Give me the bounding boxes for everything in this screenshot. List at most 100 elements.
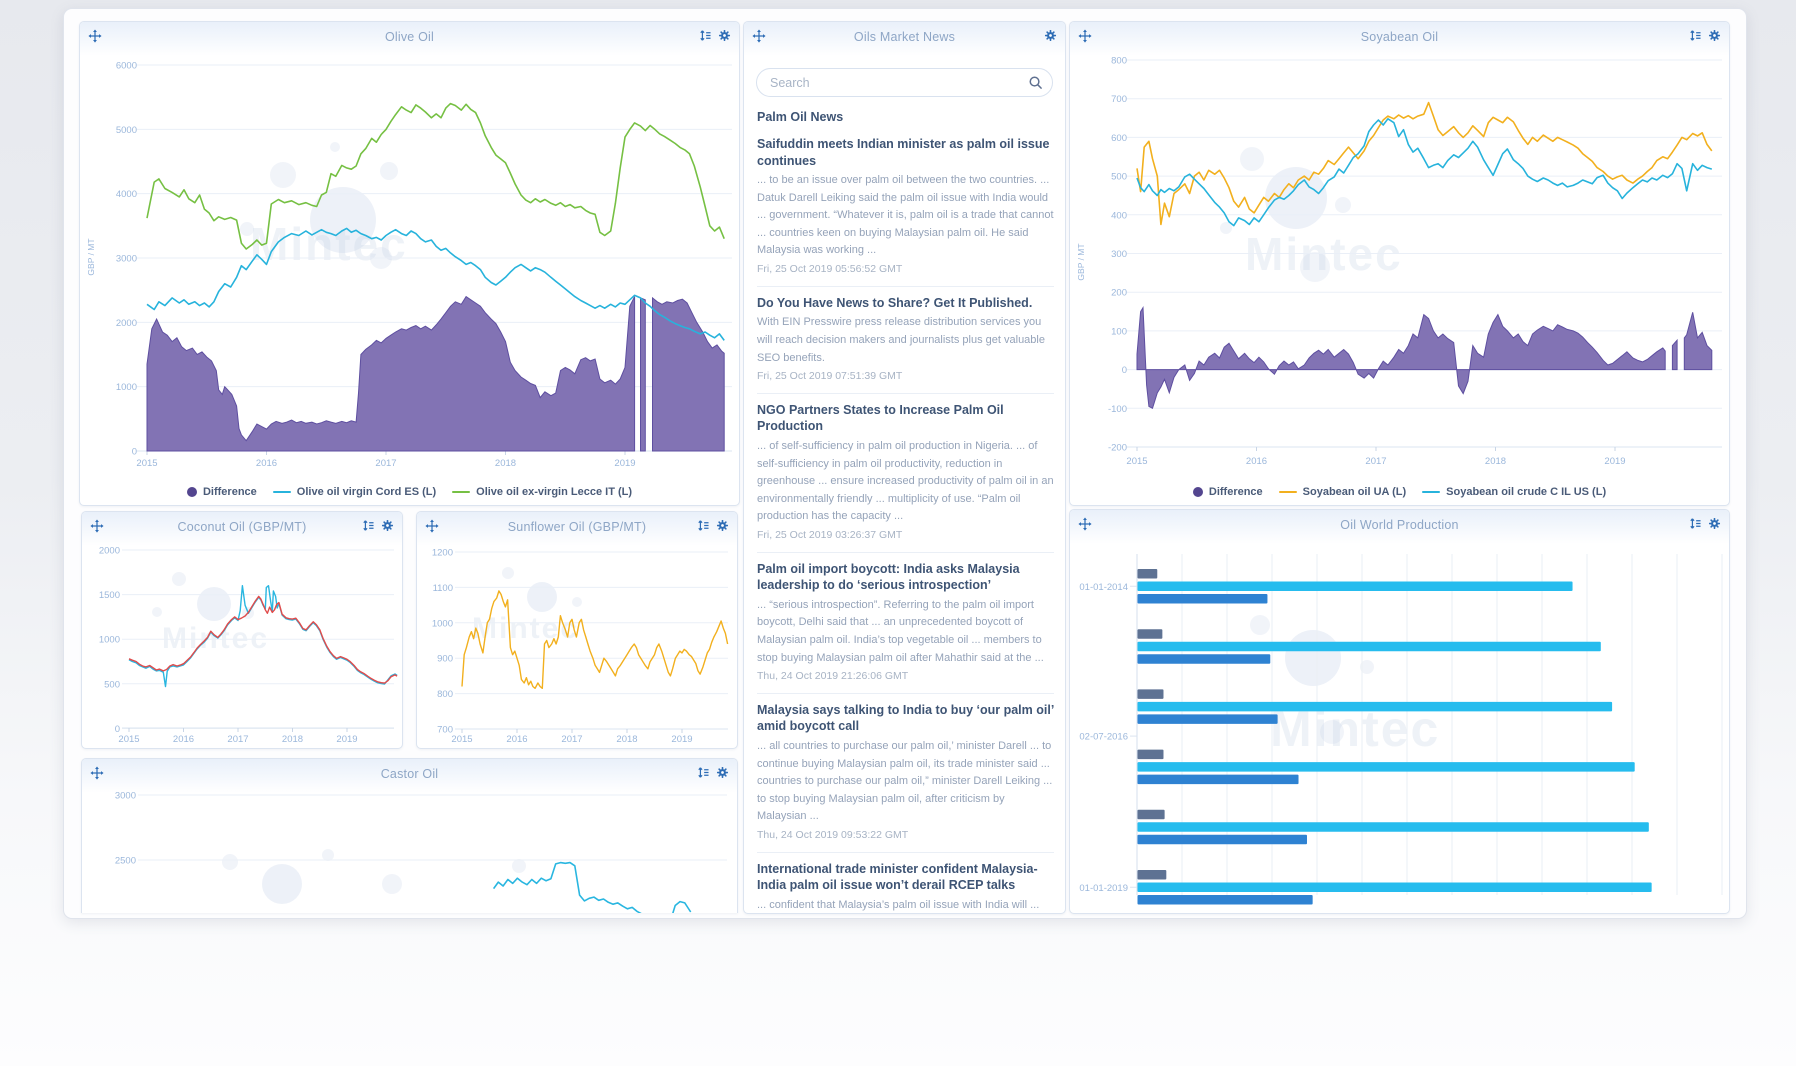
values-axis-icon[interactable] [1689,517,1702,530]
bar[interactable] [1137,594,1268,604]
move-icon[interactable] [425,519,439,533]
gear-icon[interactable] [1708,29,1721,42]
legend-item[interactable]: Difference [1192,486,1263,498]
bar[interactable] [1137,895,1313,905]
series-soyabean-oil-ua-l- [1136,101,1713,226]
values-axis-icon[interactable] [1689,29,1702,42]
bar[interactable] [1137,774,1299,785]
legend-marker [186,487,197,497]
search-icon[interactable] [1028,75,1043,90]
news-body: ... confident that Malaysia’s palm oil i… [757,898,1040,911]
bar[interactable] [1137,834,1308,845]
values-axis-icon[interactable] [697,519,710,532]
svg-text:500: 500 [104,679,120,690]
news-item: Do You Have News to Share? Get It Publis… [757,287,1054,394]
svg-text:700: 700 [1111,94,1127,105]
legend-item[interactable]: Difference [186,486,257,498]
gear-icon[interactable] [716,519,729,532]
oil-world-production-chart[interactable]: 01-01-2014 02-07-2016 01-01-2019 [1070,510,1729,913]
news-date: Thu, 24 Oct 2019 21:26:06 GMT [757,670,909,683]
legend-marker [1422,490,1441,494]
bar[interactable] [1137,882,1652,893]
svg-text:0: 0 [1122,365,1127,376]
gear-icon[interactable] [718,29,731,42]
legend-item[interactable]: Olive oil virgin Cord ES (L) [272,486,437,498]
gear-icon[interactable] [1708,517,1721,530]
gear-icon[interactable] [716,766,729,779]
bar[interactable] [1137,714,1278,724]
news-headline[interactable]: Saifuddin meets Indian minister as palm … [757,137,1050,168]
bar[interactable] [1137,689,1164,699]
chart-legend: Difference Olive oil virgin Cord ES (L) Ol… [80,486,739,498]
move-icon[interactable] [1078,517,1092,531]
news-item: Palm oil import boycott: India asks Mala… [757,553,1054,694]
svg-text:2019: 2019 [1604,456,1625,467]
panel-soyabean-oil: Soyabean Oil Mintec 800 700 600 500 400 300 20… [1069,21,1730,506]
legend-label: Olive oil ex-virgin Lecce IT (L) [476,486,633,498]
svg-text:2015: 2015 [451,734,472,745]
news-headline[interactable]: International trade minister confident M… [757,861,1038,893]
svg-text:0: 0 [132,447,137,458]
bar[interactable] [1137,701,1613,712]
values-axis-icon[interactable] [362,519,375,532]
move-icon[interactable] [90,766,104,780]
legend-item[interactable]: Olive oil ex-virgin Lecce IT (L) [452,486,632,498]
soyabean-oil-chart[interactable]: 800 700 600 500 400 300 200 100 0 -100 -200 2015 201… [1070,22,1729,505]
legend-item[interactable]: Soyabean oil UA (L) [1278,486,1406,498]
svg-text:2016: 2016 [256,458,277,469]
panel-header: Oils Market News [744,22,1065,56]
move-icon[interactable] [1078,29,1092,43]
svg-text:GBP / MT: GBP / MT [86,238,96,275]
panel-header: Castor Oil [82,759,737,793]
svg-text:GBP / MT: GBP / MT [1076,243,1086,280]
bar[interactable] [1137,749,1164,760]
castor-oil-chart[interactable]: 3000 2500 [82,759,737,913]
svg-text:01-01-2014: 01-01-2014 [1079,582,1128,593]
news-body: ... all countries to purchase our palm o… [757,739,1053,823]
move-icon[interactable] [90,519,104,533]
news-date: Fri, 25 Oct 2019 05:56:52 GMT [757,262,903,275]
bar[interactable] [1137,809,1165,820]
move-icon[interactable] [88,29,102,43]
values-axis-icon[interactable] [697,766,710,779]
bar[interactable] [1137,581,1573,592]
svg-text:2016: 2016 [506,734,527,745]
svg-text:2017: 2017 [375,458,396,469]
bar[interactable] [1137,569,1158,579]
svg-text:1500: 1500 [99,590,120,601]
bar[interactable] [1137,629,1163,639]
svg-text:1000: 1000 [432,618,453,629]
svg-text:2018: 2018 [1485,456,1506,467]
news-list: Palm Oil News Saifuddin meets Indian min… [757,110,1054,913]
svg-text:2017: 2017 [1365,456,1386,467]
news-headline[interactable]: NGO Partners States to Increase Palm Oil… [757,402,1004,434]
bar[interactable] [1137,654,1271,664]
legend-label: Olive oil virgin Cord ES (L) [296,486,437,498]
panel-title: Soyabean Oil [1360,30,1439,44]
news-headline[interactable]: Palm oil import boycott: India asks Mala… [757,561,1020,593]
news-headline[interactable]: Malaysia says talking to India to buy ‘o… [757,702,1054,734]
move-icon[interactable] [752,29,766,43]
series-olive-oil-ex-virgin-lecce-it-l- [146,102,725,250]
legend-label: Difference [1208,486,1263,498]
bar[interactable] [1137,870,1167,880]
legend-marker [272,490,291,494]
gear-icon[interactable] [1044,29,1057,42]
bar[interactable] [1137,762,1635,772]
svg-text:2017: 2017 [227,734,248,745]
bar[interactable] [1137,641,1601,652]
legend-item[interactable]: Soyabean oil crude C IL US (L) [1422,486,1606,498]
svg-text:2018: 2018 [616,734,637,745]
news-headline[interactable]: Do You Have News to Share? Get It Publis… [757,295,1033,310]
panel-oil-world-production: Oil World Production Mintec 01-01-2014 02… [1069,509,1730,914]
search-input[interactable] [756,68,1053,97]
svg-text:300: 300 [1111,249,1127,260]
bar[interactable] [1137,822,1649,832]
values-axis-icon[interactable] [699,29,712,42]
gear-icon[interactable] [381,519,394,532]
svg-text:3000: 3000 [116,254,137,265]
legend-marker [452,490,471,494]
